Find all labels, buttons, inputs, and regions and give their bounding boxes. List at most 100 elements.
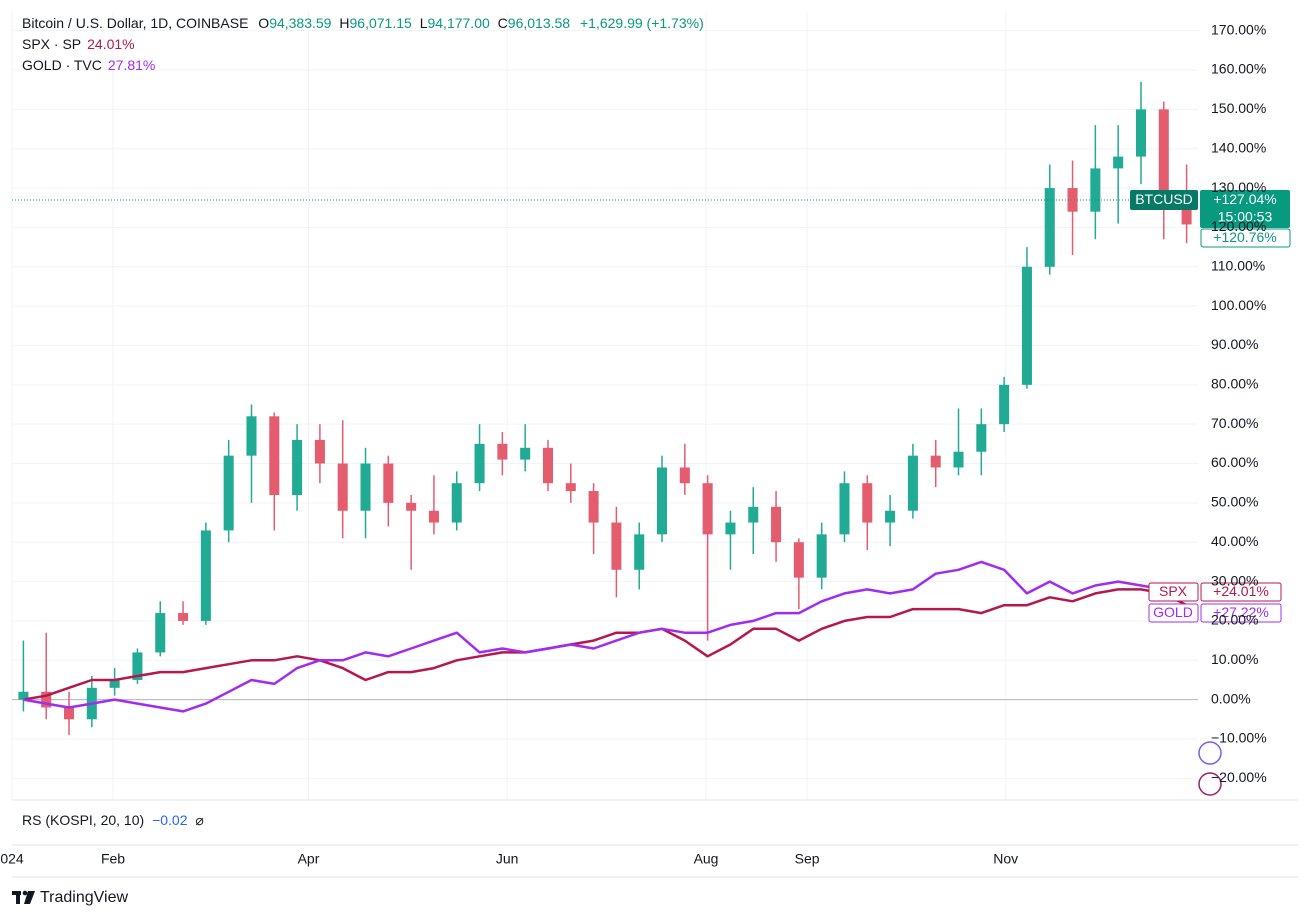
y-tick-label: 30.00% (1211, 572, 1258, 588)
candle-body (64, 707, 75, 720)
candle-body (542, 447, 553, 484)
series-badge (1148, 582, 1199, 602)
symbol-title: Bitcoin / U.S. Dollar, 1D, COINBASE (22, 15, 248, 31)
candle-body (109, 679, 120, 688)
scale-marker (1198, 772, 1222, 796)
legend-entry: SPX · SP 24.01% (22, 36, 135, 52)
y-tick-label: 110.00% (1211, 257, 1265, 273)
indicator-name: RS (KOSPI, 20, 10) (22, 812, 144, 828)
y-tick-label: 10.00% (1211, 651, 1258, 667)
y-tick-label: 60.00% (1211, 454, 1258, 470)
legend-value: 24.01% (87, 36, 134, 52)
brand-logo (12, 890, 35, 904)
candle-body (1113, 156, 1124, 169)
last-badge-label: +127.04% (1213, 191, 1276, 207)
y-tick-label: 160.00% (1211, 61, 1266, 77)
y-tick-label: 150.00% (1211, 100, 1266, 116)
candle-body (885, 510, 896, 523)
legend-name: SPX · SP (22, 36, 81, 52)
open-value: 94,383.59 (269, 15, 331, 31)
candle-body (428, 510, 439, 523)
indicator-symbol: ⌀ (195, 812, 203, 828)
countdown-label: 15:00:53 (1218, 209, 1273, 225)
o-label: O (258, 15, 269, 31)
y-tick-label: 20.00% (1211, 612, 1258, 628)
candle-body (132, 652, 143, 680)
candle-body (383, 463, 394, 503)
legend-value: 27.81% (108, 57, 155, 73)
candle-body (748, 506, 759, 523)
series-value-label: +27.22% (1213, 604, 1269, 620)
candle-body (269, 416, 280, 496)
close-badge-label: +120.76% (1213, 229, 1276, 245)
candle-body (611, 522, 622, 570)
candle-body (816, 534, 827, 578)
candle-body (406, 502, 417, 511)
legend-entry: GOLD · TVC 27.81% (22, 57, 155, 73)
candle-body (1021, 266, 1032, 385)
indicator-value: −0.02 (152, 812, 188, 828)
scale-marker (1198, 741, 1222, 765)
candle-body (679, 467, 690, 484)
candle-body (246, 416, 257, 456)
series-value-label: +24.01% (1213, 583, 1269, 599)
indicator-legend: RS (KOSPI, 20, 10) −0.02 ⌀ (22, 812, 204, 828)
candle-body (474, 443, 485, 484)
badges: SPX +24.01% GOLD +27.22% BTCUSD +127.04% 15:00… (1130, 190, 1291, 623)
last-badge (1200, 190, 1290, 228)
y-tick-label: 0.00% (1211, 690, 1251, 706)
y-tick-label: 100.00% (1211, 297, 1266, 313)
candle-body (314, 439, 325, 464)
candle-body (200, 530, 211, 621)
x-tick-label: 024 (0, 851, 24, 867)
candle-body (793, 542, 804, 578)
plot (18, 81, 1192, 736)
x-tick-label: Sep (795, 851, 820, 867)
series-badge (1148, 603, 1199, 623)
candle-body (1044, 188, 1055, 267)
candle-body (839, 483, 850, 535)
y-tick-label: 80.00% (1211, 376, 1258, 392)
candle-body (565, 483, 576, 492)
brand-name: TradingView (40, 889, 128, 906)
y-tick-label: −20.00% (1211, 769, 1267, 785)
candle-body (451, 483, 462, 523)
y-tick-label: 120.00% (1211, 218, 1266, 234)
candle-body (18, 691, 29, 700)
grid (11, 11, 1198, 800)
candle-body (223, 455, 234, 531)
legend-main: Bitcoin / U.S. Dollar, 1D, COINBASE O94,… (22, 15, 704, 31)
candle-body (360, 463, 371, 511)
candle-body (41, 691, 52, 708)
x-tick-label: Jun (496, 851, 519, 867)
y-tick-label: 70.00% (1211, 415, 1258, 431)
candle-body (634, 534, 645, 570)
candle-body (702, 483, 713, 535)
y-tick-label: 50.00% (1211, 494, 1258, 510)
y-tick-label: 130.00% (1211, 179, 1266, 195)
close-badge (1200, 228, 1291, 248)
candle-body (771, 506, 782, 543)
candle-body (1158, 109, 1169, 208)
h-label: H (339, 15, 349, 31)
candle-body (1135, 109, 1146, 157)
high-value: 96,071.15 (350, 15, 412, 31)
change-value: +1,629.99 (+1.73%) (580, 15, 704, 31)
candle-body (155, 613, 166, 653)
x-tick-label: Feb (101, 851, 125, 867)
candle-body (725, 522, 736, 535)
candle-body (862, 483, 873, 523)
low-value: 94,177.00 (427, 15, 489, 31)
symbol-badge-label: BTCUSD (1135, 191, 1193, 207)
c-label: C (498, 15, 508, 31)
x-tick-label: Aug (694, 851, 719, 867)
candle-body (588, 491, 599, 523)
x-tick-label: Nov (993, 851, 1018, 867)
candle-body (976, 424, 987, 452)
legend: SPX · SP 24.01% GOLD · TVC 27.81% (22, 36, 155, 73)
l-label: L (420, 15, 428, 31)
candle-body (657, 467, 668, 535)
y-tick-label: 170.00% (1211, 21, 1266, 37)
candle-body (520, 447, 531, 460)
